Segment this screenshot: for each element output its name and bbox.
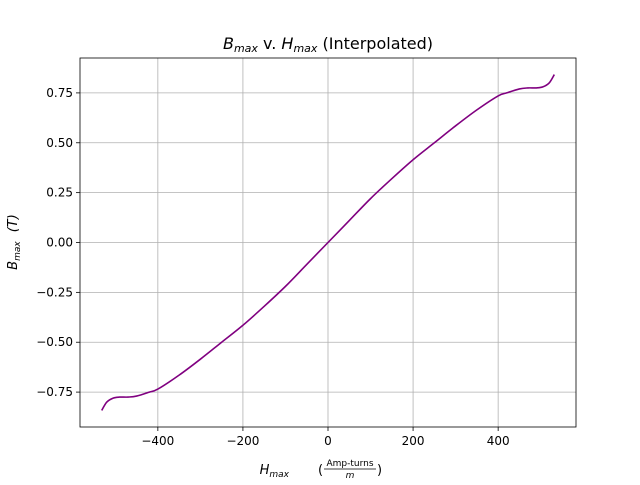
y-tick-label: 0.50 [46,136,73,150]
x-axis-unit-denominator: m [346,471,355,480]
y-tick-label: −0.25 [36,285,73,299]
x-axis-unit-numerator: Amp-turns [326,459,373,469]
x-axis-unit-open: ( [318,463,323,478]
x-axis-unit-close: ) [377,463,382,478]
x-axis-ticks: −400 −200 0 200 400 [141,427,510,448]
y-axis-label: Bmax(T) [6,214,23,270]
y-tick-label: −0.50 [36,335,73,349]
y-tick-label: 0.75 [46,86,73,100]
x-axis-label: Hmax ( Amp-turns m ) [260,459,382,481]
x-tick-label: 400 [487,434,510,448]
y-tick-label: 0.25 [46,186,73,200]
x-tick-label: 200 [402,434,425,448]
x-tick-label: 0 [324,434,332,448]
svg-text:Hmax: Hmax [260,463,290,480]
y-tick-label: −0.75 [36,385,73,399]
series-layer [100,74,556,411]
series-line [100,74,556,411]
y-tick-label: 0.00 [46,236,73,250]
x-tick-label: −200 [226,434,259,448]
chart-title: Bmax v. Hmax (Interpolated) [223,34,433,55]
y-axis-ticks: −0.75 −0.50 −0.25 0.00 0.25 0.50 0.75 [36,86,80,399]
x-tick-label: −400 [141,434,174,448]
